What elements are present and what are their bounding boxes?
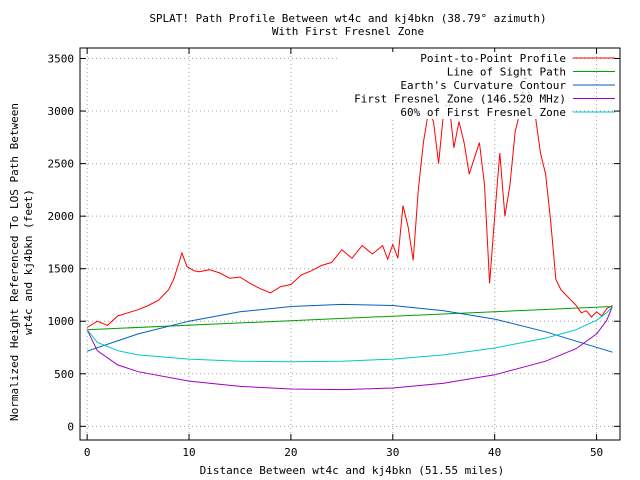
x-tick-label: 20 (284, 446, 297, 459)
legend-label: Line of Sight Path (447, 66, 566, 79)
y-tick-label: 0 (67, 420, 74, 433)
legend-label-bg (337, 92, 569, 106)
chart-title: SPLAT! Path Profile Between wt4c and kj4… (149, 12, 546, 25)
series-line-1 (87, 306, 613, 331)
x-tick-label: 50 (590, 446, 603, 459)
y-tick-label: 1000 (48, 315, 75, 328)
legend-label-bg (337, 65, 569, 79)
x-tick-label: 10 (182, 446, 195, 459)
y-tick-label: 3000 (48, 105, 75, 118)
legend-label-bg (337, 52, 569, 65)
y-tick-label: 3500 (48, 53, 75, 66)
legend-label: Earth's Curvature Contour (400, 79, 566, 92)
y-axis-label-line1: Normalized Height Referenced To LOS Path… (8, 103, 21, 421)
x-axis-label: Distance Between wt4c and kj4bkn (51.55 … (200, 464, 505, 477)
series-line-0 (86, 74, 613, 328)
x-tick-label: 40 (488, 446, 501, 459)
legend-label-bg (337, 106, 569, 119)
x-tick-label: 0 (84, 446, 91, 459)
y-tick-label: 1500 (48, 263, 75, 276)
series-group (86, 74, 613, 391)
chart-subtitle: With First Fresnel Zone (272, 25, 424, 38)
legend-label: First Fresnel Zone (146.520 MHz) (354, 93, 566, 106)
legend-label-bg (337, 79, 569, 92)
series-line-2 (86, 303, 613, 353)
series-line-3 (86, 306, 613, 391)
series-line-4 (86, 306, 613, 363)
plot-frame (79, 47, 621, 441)
y-axis-label-line2: wt4c and kj4bkn (feet) (22, 189, 35, 335)
y-tick-label: 2500 (48, 158, 75, 171)
y-tick-label: 500 (54, 368, 74, 381)
y-tick-label: 2000 (48, 210, 75, 223)
legend-label: 60% of First Fresnel Zone (400, 106, 566, 119)
legend-label: Point-to-Point Profile (420, 52, 566, 65)
x-tick-label: 30 (386, 446, 399, 459)
